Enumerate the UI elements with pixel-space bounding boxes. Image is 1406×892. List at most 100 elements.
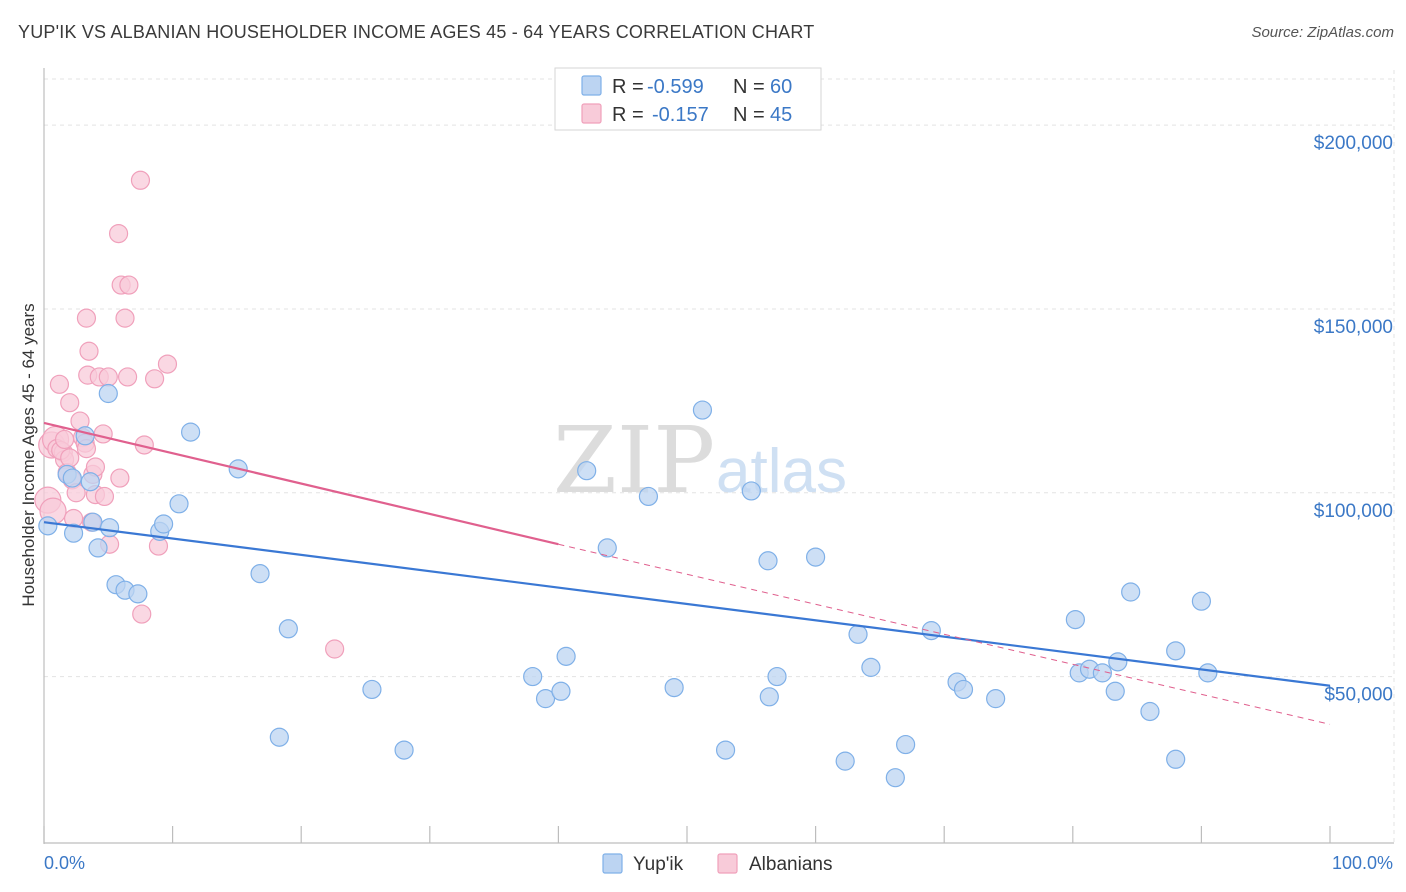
point-albanians <box>94 486 115 507</box>
point-albanians <box>115 308 135 328</box>
y-tick-label: $50,000 <box>1324 685 1393 706</box>
point-albanians <box>54 429 75 450</box>
point-albanians <box>117 367 138 387</box>
point-yupik <box>986 689 1006 709</box>
point-yupik <box>98 383 118 404</box>
point-albanians <box>130 170 151 190</box>
trendline-yupik <box>43 521 1331 687</box>
point-yupik <box>1166 749 1186 769</box>
point-yupik <box>577 461 597 481</box>
trendline-albanians <box>43 421 559 546</box>
chart-title: YUP'IK VS ALBANIAN HOUSEHOLDER INCOME AG… <box>18 22 815 42</box>
point-yupik <box>62 468 82 488</box>
bottom-legend-swatch-yupik <box>602 853 623 874</box>
x-tick-labels: 0.0% 100.0% <box>44 853 1393 873</box>
point-albanians <box>60 393 80 413</box>
point-albanians <box>79 341 99 361</box>
point-yupik <box>638 486 659 507</box>
legend-r-value: -0.157 <box>652 104 709 126</box>
point-yupik <box>250 564 270 584</box>
y-tick-label: $150,000 <box>1314 317 1393 338</box>
point-yupik <box>153 514 174 534</box>
point-yupik <box>1166 641 1186 661</box>
legend-n-label: N = <box>733 76 765 98</box>
point-yupik <box>1105 681 1125 701</box>
point-yupik <box>692 400 713 420</box>
legend-n-value: 60 <box>770 76 792 98</box>
point-yupik <box>75 426 95 446</box>
data-points <box>34 170 1218 788</box>
point-yupik <box>848 624 868 644</box>
point-albanians <box>93 424 113 444</box>
point-yupik <box>805 547 826 567</box>
point-yupik <box>80 472 100 492</box>
y-tick-labels: $50,000 $100,000 $150,000 $200,000 <box>1314 133 1393 705</box>
point-albanians <box>49 374 70 394</box>
bottom-legend-label-albanians: Albanians <box>749 854 832 875</box>
point-yupik <box>597 538 617 558</box>
point-yupik <box>1140 701 1160 722</box>
x-tick-label: 0.0% <box>44 853 85 873</box>
point-yupik <box>664 677 684 698</box>
point-yupik <box>1121 582 1141 602</box>
trendline-albanians-extension <box>558 543 1331 725</box>
point-yupik <box>896 734 916 755</box>
legend-r-value: -0.599 <box>647 76 704 98</box>
point-yupik <box>953 679 974 700</box>
point-yupik <box>1065 609 1085 630</box>
trend-lines <box>43 421 1331 725</box>
y-tick-label: $200,000 <box>1314 133 1393 154</box>
point-yupik <box>362 679 382 700</box>
bottom-legend-swatch-albanians <box>717 853 738 874</box>
source-label: Source: ZipAtlas.com <box>1251 24 1394 41</box>
legend-n-value: 45 <box>770 104 792 126</box>
point-yupik <box>885 768 905 788</box>
legend-r-label: R = <box>612 104 644 126</box>
point-yupik <box>128 584 148 604</box>
point-yupik <box>394 740 414 760</box>
point-yupik <box>1198 663 1218 683</box>
point-yupik <box>861 657 881 677</box>
point-yupik <box>758 551 778 571</box>
point-yupik <box>767 666 787 687</box>
point-yupik <box>169 494 189 514</box>
legend-n-label: N = <box>733 104 765 126</box>
point-albanians <box>60 448 80 468</box>
point-yupik <box>835 751 855 771</box>
point-albanians <box>119 275 139 295</box>
point-albanians <box>325 639 345 659</box>
y-tick-label: $100,000 <box>1314 501 1393 522</box>
point-albanians <box>76 308 97 328</box>
point-yupik <box>1191 591 1212 611</box>
point-yupik <box>38 516 58 536</box>
bottom-legend: Yup'ik Albanians <box>602 853 832 875</box>
point-yupik <box>759 687 779 707</box>
axes <box>43 68 1394 844</box>
point-yupik <box>181 422 201 442</box>
point-yupik <box>88 538 108 558</box>
bottom-legend-label-yupik: Yup'ik <box>633 854 684 875</box>
legend-swatch-yupik <box>581 75 602 96</box>
point-yupik <box>269 727 289 747</box>
watermark: ZIP atlas <box>553 407 847 514</box>
point-albanians <box>132 604 152 624</box>
point-albanians <box>108 223 129 244</box>
legend: R = -0.599 N = 60 R = -0.157 N = 45 <box>554 67 822 131</box>
y-axis-title: Householder Income Ages 45 - 64 years <box>19 303 38 606</box>
point-yupik <box>99 518 120 538</box>
point-yupik <box>278 619 298 639</box>
point-albanians <box>110 468 130 488</box>
point-yupik <box>523 666 543 687</box>
legend-swatch-albanians <box>581 103 602 124</box>
watermark-zip: ZIP <box>553 407 715 514</box>
point-yupik <box>63 523 84 543</box>
point-yupik <box>715 740 736 760</box>
point-yupik <box>556 646 576 666</box>
point-albanians <box>157 354 178 374</box>
point-yupik <box>1092 663 1112 683</box>
point-albanians <box>98 367 118 387</box>
watermark-atlas: atlas <box>716 437 847 506</box>
point-albanians <box>144 369 165 389</box>
point-yupik <box>1108 652 1128 672</box>
